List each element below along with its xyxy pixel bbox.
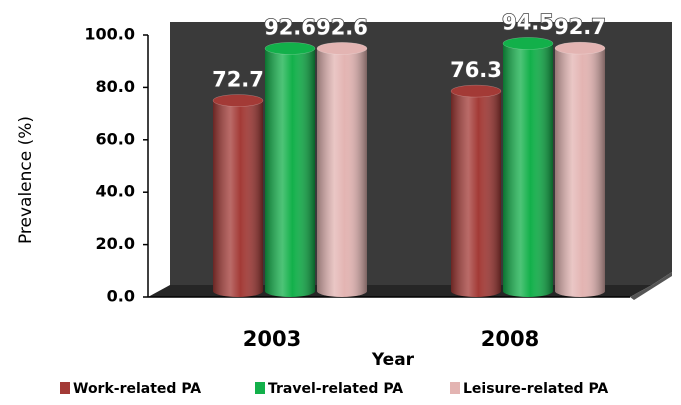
legend-label: Travel-related PA bbox=[268, 381, 403, 397]
bar bbox=[502, 37, 554, 297]
value-label: 92.6 bbox=[316, 15, 368, 39]
legend-label: Leisure-related PA bbox=[463, 381, 608, 397]
bar-top bbox=[502, 37, 554, 50]
legend-label: Work-related PA bbox=[73, 381, 201, 397]
x-axis-title: Year bbox=[371, 350, 415, 370]
bar-top bbox=[450, 84, 502, 98]
x-tick-label: 2003 bbox=[243, 327, 301, 351]
value-label: 72.7 bbox=[212, 68, 264, 92]
y-tick-label: 20.0 bbox=[96, 234, 135, 253]
y-tick-label: 60.0 bbox=[96, 129, 135, 148]
floor-edge bbox=[630, 272, 672, 300]
y-tick-label: 0.0 bbox=[107, 287, 135, 306]
bar-shade bbox=[265, 48, 315, 297]
legend-swatch bbox=[255, 382, 265, 394]
bar-shade bbox=[451, 91, 501, 298]
bar-top bbox=[212, 94, 264, 107]
bar bbox=[264, 42, 316, 297]
bar-shade bbox=[213, 100, 263, 297]
y-axis-title: Prevalence (%) bbox=[16, 116, 36, 244]
x-tick-label: 2008 bbox=[481, 327, 539, 351]
bar-shade bbox=[555, 48, 605, 297]
value-label: 92.7 bbox=[554, 15, 606, 39]
bar-top bbox=[264, 42, 316, 55]
bar bbox=[212, 94, 264, 297]
bar bbox=[450, 84, 502, 298]
bar-shade bbox=[317, 48, 367, 297]
y-tick-label: 100.0 bbox=[84, 25, 135, 44]
bar bbox=[554, 41, 606, 297]
y-tick-label: 40.0 bbox=[96, 182, 135, 201]
value-label: 92.6 bbox=[264, 15, 316, 39]
bar-shade bbox=[503, 43, 553, 297]
bar-top bbox=[316, 42, 368, 55]
legend-swatch bbox=[450, 382, 460, 394]
value-label: 76.3 bbox=[450, 58, 502, 82]
legend-swatch bbox=[60, 382, 70, 394]
value-label: 94.5 bbox=[502, 10, 554, 34]
bar-top bbox=[554, 41, 606, 55]
bar bbox=[316, 42, 368, 297]
y-tick-label: 80.0 bbox=[96, 77, 135, 96]
